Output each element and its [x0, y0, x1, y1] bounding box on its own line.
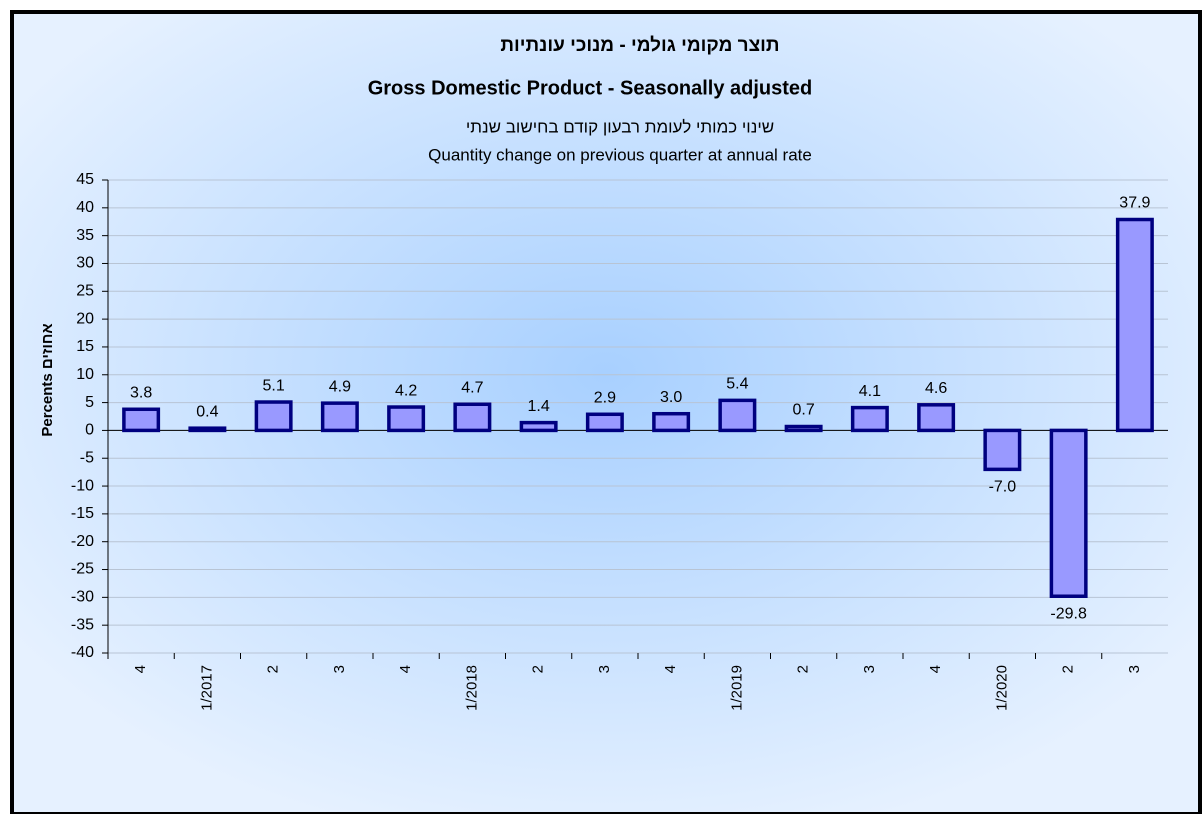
value-label: 3.8 [130, 384, 152, 401]
bar [983, 428, 1022, 472]
bar [1049, 428, 1088, 598]
y-tick-label: 30 [76, 255, 94, 272]
y-tick-label: -40 [71, 644, 94, 661]
y-tick-label: 25 [76, 283, 94, 300]
x-tick-label: 4 [132, 665, 149, 673]
bar [917, 403, 956, 433]
value-label: 5.4 [726, 376, 748, 393]
x-tick-label: 2 [265, 665, 282, 673]
y-tick-label: -20 [71, 533, 94, 550]
y-tick-label: -10 [71, 477, 94, 494]
chart-title: תוצר מקומי גולמי - מנוכי עונתיות [500, 35, 779, 56]
y-tick-label: -30 [71, 589, 94, 606]
y-tick-label: 35 [76, 227, 94, 244]
bar [320, 401, 359, 433]
x-tick-label: 1/2019 [728, 665, 745, 711]
y-tick-label: -25 [71, 561, 94, 578]
y-tick-label: 20 [76, 310, 94, 327]
x-tick-label: 2 [1060, 665, 1077, 673]
bar [453, 402, 492, 433]
x-tick-label: 3 [331, 665, 348, 673]
bar [784, 424, 823, 433]
value-label: 4.1 [859, 383, 881, 400]
y-tick-label: 5 [85, 394, 94, 411]
value-label: 37.9 [1119, 195, 1150, 212]
bar [585, 412, 624, 433]
value-label: 3.0 [660, 389, 682, 406]
x-tick-label: 1/2017 [198, 665, 215, 711]
value-label: -7.0 [989, 479, 1017, 496]
bar [1115, 217, 1154, 433]
x-tick-label: 1/2018 [463, 665, 480, 711]
value-label: 4.2 [395, 382, 417, 399]
x-tick-label: 4 [397, 665, 414, 673]
value-label: -29.8 [1050, 605, 1087, 622]
value-label: 0.7 [793, 402, 815, 419]
x-tick-label: 4 [927, 665, 944, 673]
y-tick-label: 15 [76, 338, 94, 355]
bar [387, 405, 426, 433]
value-label: 0.4 [196, 403, 218, 420]
value-label: 1.4 [528, 398, 550, 415]
x-tick-label: 3 [1126, 665, 1143, 673]
x-tick-label: 4 [662, 665, 679, 673]
bar [122, 407, 161, 433]
y-tick-label: 0 [85, 422, 94, 439]
chart-subtitle: שינוי כמותי לעומת רבעון קודם בחישוב שנתי [466, 117, 774, 136]
chart-title: Gross Domestic Product - Seasonally adju… [368, 77, 813, 99]
bar [188, 426, 227, 433]
x-tick-label: 2 [530, 665, 547, 673]
bar [718, 398, 757, 433]
y-tick-label: -35 [71, 616, 94, 633]
bar [850, 405, 889, 433]
value-label: 5.1 [263, 377, 285, 394]
y-tick-label: -15 [71, 505, 94, 522]
bar [519, 420, 558, 433]
x-tick-label: 2 [795, 665, 812, 673]
y-tick-label: -5 [80, 449, 94, 466]
y-tick-label: 40 [76, 199, 94, 216]
bar [652, 411, 691, 433]
value-label: 2.9 [594, 389, 616, 406]
value-label: 4.7 [461, 379, 483, 396]
y-axis-label: Percents אחוזים [39, 323, 56, 436]
value-label: 4.9 [329, 378, 351, 395]
y-tick-label: 45 [76, 171, 94, 188]
x-tick-label: 3 [861, 665, 878, 673]
bar [254, 400, 293, 433]
value-label: 4.6 [925, 380, 947, 397]
y-tick-label: 10 [76, 366, 94, 383]
x-tick-label: 1/2020 [993, 665, 1010, 711]
x-tick-label: 3 [596, 665, 613, 673]
chart-subtitle: Quantity change on previous quarter at a… [428, 145, 812, 164]
